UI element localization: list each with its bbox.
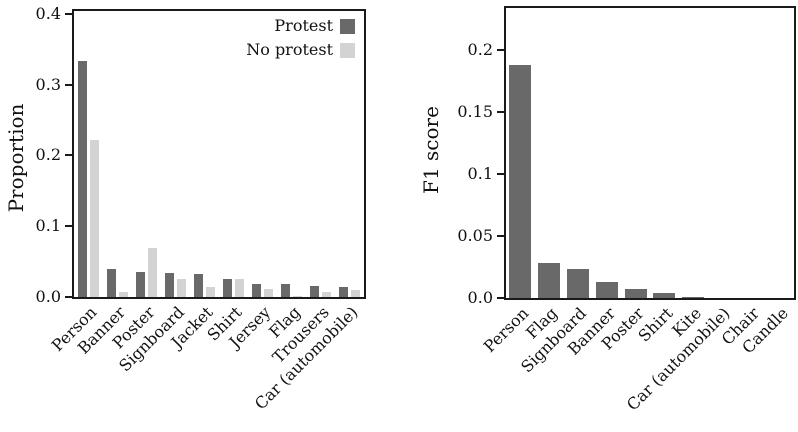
legend-label: No protest [246,40,333,60]
bar-no-protest-flag [293,296,302,297]
y-tick-mark [65,154,72,157]
left-plot-area: 0.0 0.1 0.2 0.3 0.4 Person Banner Poster Signboa… [36,5,366,413]
bar-protest-flag [281,284,290,297]
bar-f1-score-flag [538,263,561,298]
legend: Protest No protest [246,16,355,60]
bar-protest-shirt [223,279,232,297]
bar-protest-trousers [310,286,319,297]
bar-no-protest-car-automobile [351,290,360,297]
y-tick-label: 0.05 [457,225,493,245]
y-tick-label: 0.0 [467,288,493,307]
y-tick-mark [497,110,504,113]
bar-protest-banner [107,269,116,297]
y-tick-mark [497,172,504,175]
y-tick-label: 0.0 [35,287,61,306]
y-tick-mark [497,48,504,51]
bar-f1-score-poster [624,289,647,298]
bar-no-protest-trousers [322,292,331,297]
bar-no-protest-banner [119,292,128,297]
y-tick-label: 0.4 [35,3,61,23]
bar-no-protest-signboard [177,279,186,297]
y-tick-mark [497,297,504,299]
bar-f1-score-shirt [653,293,676,298]
bar-f1-score-person [509,65,532,298]
bar-no-protest-jacket [206,287,215,297]
legend-swatch [340,18,355,34]
left-y-axis-label: Proportion [4,103,28,213]
legend-item-no-protest: No protest [246,40,355,60]
y-tick-mark [65,83,72,86]
bar-protest-jacket [194,274,203,297]
right-y-axis-label: F1 score [419,106,443,194]
y-tick-mark [65,12,72,15]
y-tick-label: 0.2 [35,145,61,165]
bar-protest-person [78,61,87,297]
bar-f1-score-signboard [567,269,589,298]
bar-no-protest-poster [148,248,157,297]
legend-item-protest: Protest [274,16,355,35]
bar-no-protest-person [90,140,99,297]
right-plot-area: 0.0 0.05 0.1 0.15 0.2 Person Flag Signboard Bann… [457,6,796,414]
bar-no-protest-jersey [264,289,273,297]
y-tick-label: 0.3 [35,74,61,94]
y-tick-label: 0.1 [35,216,61,236]
bar-f1-score-kite [682,297,705,298]
bar-protest-jersey [252,284,261,297]
y-tick-label: 0.15 [457,101,493,121]
bar-protest-car-automobile [339,287,348,297]
legend-swatch [340,43,355,59]
y-tick-label: 0.1 [467,163,493,183]
bar-protest-poster [136,272,145,297]
y-tick-mark [65,296,72,298]
bar-protest-signboard [165,273,174,297]
bar-no-protest-shirt [235,279,244,297]
y-tick-mark [497,234,504,237]
legend-label: Protest [274,16,333,35]
y-tick-mark [65,225,72,228]
y-tick-label: 0.2 [467,39,493,59]
bar-f1-score-banner [595,282,618,298]
